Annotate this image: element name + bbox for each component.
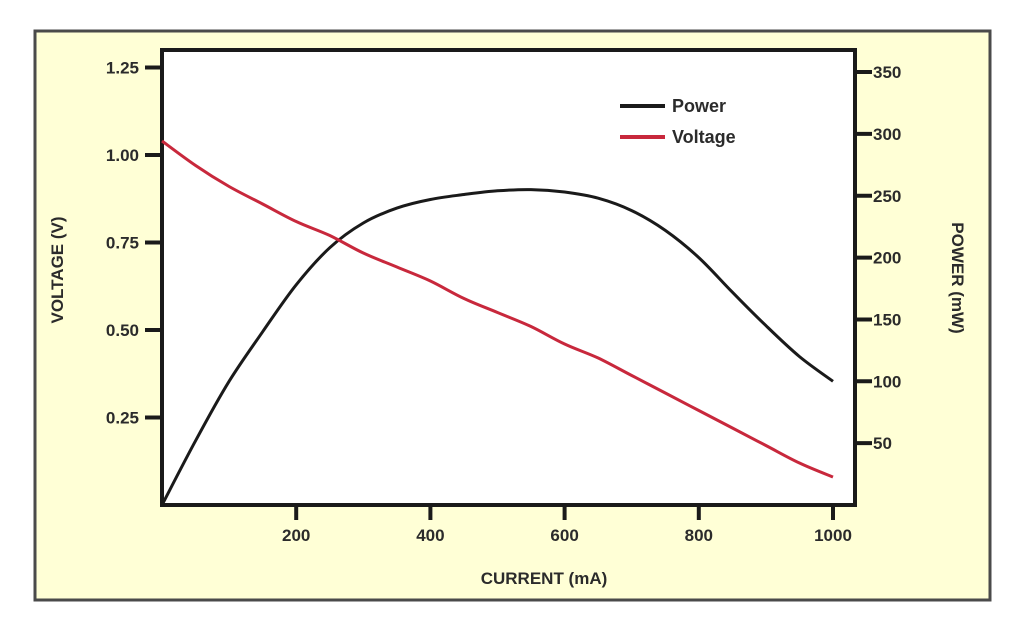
legend-voltage-label: Voltage bbox=[672, 127, 736, 147]
y2-tick-label: 150 bbox=[873, 310, 901, 329]
x-tick-label: 1000 bbox=[814, 526, 852, 545]
x-axis-title: CURRENT (mA) bbox=[481, 569, 608, 588]
y-axis-title: VOLTAGE (V) bbox=[48, 216, 67, 323]
voltage-series-line bbox=[161, 139, 834, 479]
legend: Power Voltage bbox=[620, 96, 736, 147]
y-tick-label: 0.25 bbox=[106, 409, 139, 428]
x-tick-label: 800 bbox=[685, 526, 713, 545]
y2-tick-label: 200 bbox=[873, 249, 901, 268]
y2-tick-label: 50 bbox=[873, 434, 892, 453]
y-tick-label: 0.50 bbox=[106, 321, 139, 340]
plot-area bbox=[160, 48, 857, 507]
y-tick-label: 1.00 bbox=[106, 146, 139, 165]
right-axis-ticks: 50 100 150 200 250 300 350 bbox=[855, 63, 901, 453]
left-axis-ticks: 0.25 0.50 0.75 1.00 1.25 bbox=[106, 59, 162, 428]
y2-tick-label: 300 bbox=[873, 125, 901, 144]
y-tick-label: 1.25 bbox=[106, 59, 139, 78]
y2-axis-title: POWER (mW) bbox=[948, 222, 967, 333]
x-axis-ticks: 200 400 600 800 1000 bbox=[282, 505, 852, 545]
x-tick-label: 200 bbox=[282, 526, 310, 545]
x-tick-label: 400 bbox=[416, 526, 444, 545]
y2-tick-label: 350 bbox=[873, 63, 901, 82]
y2-tick-label: 100 bbox=[873, 372, 901, 391]
x-tick-label: 600 bbox=[550, 526, 578, 545]
power-series-line bbox=[160, 188, 834, 506]
y-tick-label: 0.75 bbox=[106, 234, 139, 253]
y2-tick-label: 250 bbox=[873, 187, 901, 206]
legend-power-label: Power bbox=[672, 96, 726, 116]
